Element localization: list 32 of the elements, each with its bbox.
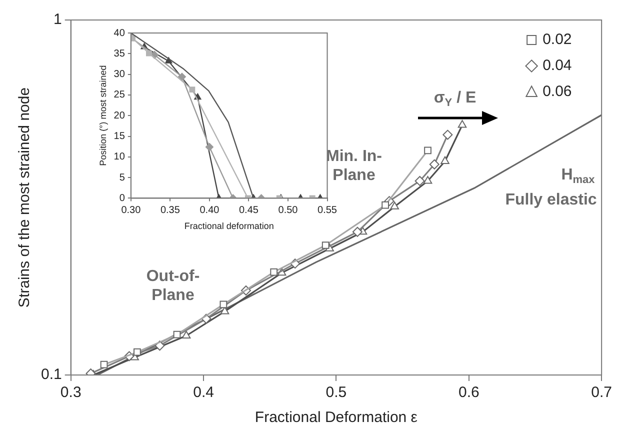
legend-label: 0.02 — [542, 31, 572, 48]
x-tick-label: 0.50 — [278, 204, 298, 216]
y-axis-title: Position (°) most strained — [98, 65, 108, 166]
y-tick-label: 0 — [119, 192, 126, 204]
y-tick-label: 10 — [114, 152, 126, 163]
y-tick-label: 1 — [54, 11, 62, 28]
y-tick-label: 35 — [114, 48, 126, 60]
y-tick-label: 20 — [114, 110, 126, 122]
x-tick-label: 0.40 — [200, 204, 220, 216]
y-tick-label: 0.1 — [40, 366, 62, 384]
y-tick-label: 15 — [114, 131, 126, 142]
x-tick-label: 0.45 — [238, 204, 259, 216]
x-tick-label: 0.7 — [591, 384, 612, 402]
y-tick-label: 40 — [114, 28, 126, 39]
y-tick-label: 5 — [119, 172, 126, 184]
legend-label: 0.04 — [542, 57, 572, 74]
x-axis-title: Fractional deformation — [184, 221, 274, 232]
legend-label: 0.06 — [542, 83, 572, 100]
x-tick-label: 0.55 — [318, 204, 338, 216]
x-tick-label: 0.35 — [160, 204, 180, 216]
y-tick-label: 30 — [114, 69, 126, 80]
x-axis-title: Fractional Deformation ε — [254, 409, 418, 426]
y-tick-label: 25 — [114, 90, 126, 101]
x-tick-label: 0.4 — [193, 384, 214, 402]
y-axis-title: Strains of the most strained node — [16, 87, 34, 308]
x-tick-label: 0.30 — [121, 204, 142, 216]
x-tick-label: 0.6 — [458, 384, 480, 402]
x-tick-label: 0.3 — [60, 384, 82, 402]
x-tick-label: 0.5 — [326, 384, 347, 402]
annotation: Fully elastic — [505, 191, 597, 208]
annotation: Out-of- Plane — [146, 268, 200, 304]
annotation: Min. In- Plane — [326, 148, 382, 184]
